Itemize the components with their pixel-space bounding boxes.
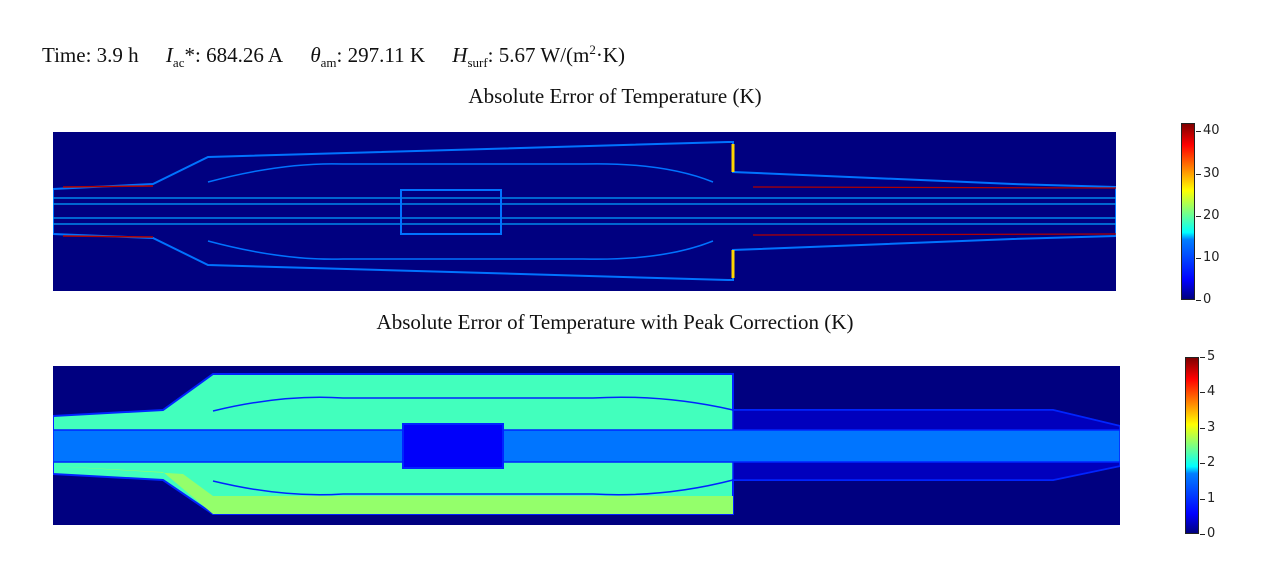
upper-inner-contour — [212, 396, 734, 412]
hot-spot-top-right — [752, 186, 1116, 189]
h-tail: ·K) — [595, 43, 626, 67]
h-sup: 2 — [589, 42, 596, 57]
inner-conductor-channel — [53, 429, 1120, 463]
h-suffix: : — [487, 43, 494, 67]
chart1-title: Absolute Error of Temperature (K) — [468, 84, 762, 108]
iac-symbol: I — [165, 43, 173, 67]
colorbar-tick-label: 30 — [1196, 165, 1220, 181]
iac-suffix: *: — [184, 43, 201, 67]
colorbar-tick-label: 2 — [1199, 455, 1216, 471]
center-connector — [400, 189, 502, 235]
chart2-colorbar — [1185, 357, 1199, 534]
theta-value: 297.11 K — [347, 43, 426, 67]
lower-insulation-band — [53, 466, 733, 514]
h-sub: surf — [467, 55, 488, 71]
colorbar-tick-label: 1 — [1199, 490, 1216, 506]
theta-symbol: θ — [310, 43, 321, 67]
iac-sub: ac — [172, 55, 185, 71]
colorbar-tick-label: 10 — [1196, 249, 1220, 265]
colorbar-tick-label: 40 — [1196, 123, 1220, 139]
colorbar-tick-label: 0 — [1199, 526, 1216, 541]
upper-inner-contour — [207, 163, 714, 183]
iac-value: 684.26 A — [206, 43, 284, 67]
hot-spot-bottom-left — [62, 235, 154, 238]
theta-suffix: : — [336, 43, 343, 67]
lower-inner-contour — [212, 479, 734, 496]
time-value: 3.9 h — [96, 43, 139, 67]
chart2-heatmap — [53, 366, 1120, 525]
chart1-heatmap — [53, 132, 1116, 291]
lower-inner-contour — [207, 240, 714, 260]
center-connector — [402, 423, 504, 469]
h-value: 5.67 W/(m — [498, 43, 590, 67]
parameter-header: Time: 3.9 h Iac*: 684.26 A θam: 297.11 K… — [42, 42, 625, 71]
time-label: Time: — [42, 43, 92, 67]
colorbar-tick-label: 20 — [1196, 207, 1220, 223]
theta-sub: am — [320, 55, 337, 71]
chart2-title: Absolute Error of Temperature with Peak … — [376, 310, 854, 334]
colorbar-tick-label: 4 — [1199, 384, 1216, 400]
hot-spot-bottom-right — [752, 233, 1116, 236]
h-symbol: H — [452, 43, 468, 67]
colorbar-tick-label: 3 — [1199, 419, 1216, 435]
colorbar-tick-label: 0 — [1195, 292, 1212, 307]
heatmap-background — [53, 132, 1116, 291]
hot-spot-top-left — [62, 185, 154, 188]
colorbar-tick-label: 5 — [1199, 349, 1216, 364]
body-outline — [53, 141, 1116, 281]
chart1-colorbar — [1181, 123, 1195, 300]
